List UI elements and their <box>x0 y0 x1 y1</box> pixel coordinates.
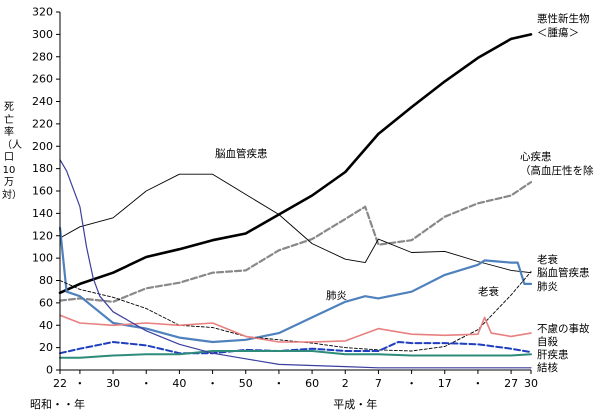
era-label-heisei: 平成・年 <box>333 397 377 411</box>
x-tick-label: 17 <box>438 377 452 390</box>
right-edge-label-3: 肺炎 <box>537 281 558 293</box>
series-line-8 <box>59 350 532 359</box>
x-tick-label: 7 <box>375 377 382 390</box>
y-tick-label: 300 <box>32 28 53 41</box>
series-lines <box>58 33 533 369</box>
x-tick-label: ・ <box>141 377 152 390</box>
series-label-5: 老衰 <box>478 285 499 298</box>
series-label-2: （高血圧性を除く） <box>520 164 595 177</box>
y-tick-label: 100 <box>32 252 53 265</box>
y-tick-label: 140 <box>32 207 53 220</box>
series-label-1: ＜腫瘍＞ <box>537 26 579 39</box>
era-label-showa: 昭和・・年 <box>30 397 85 411</box>
series-line-1 <box>58 33 533 295</box>
series-label-8: 肝疾患 <box>537 348 569 361</box>
y-tick-label: 40 <box>39 319 53 332</box>
y-tick-label: 120 <box>32 229 53 242</box>
y-tick-label: 200 <box>32 140 53 153</box>
y-tick-label: 240 <box>32 95 53 108</box>
y-tick-label: 60 <box>39 296 53 309</box>
x-tick-label: ・ <box>74 377 85 390</box>
x-tick-label: 30 <box>106 377 120 390</box>
series-label-9: 結核 <box>537 361 558 374</box>
x-tick-label: ・ <box>273 377 284 390</box>
x-tick-label: ・ <box>207 377 218 390</box>
x-tick-label: ・ <box>406 377 417 390</box>
right-edge-label-2: 脳血管疾患 <box>537 266 590 279</box>
right-edge-label-1: 老衰 <box>537 253 558 266</box>
series-line-2 <box>58 181 533 303</box>
series-line-5 <box>59 271 532 352</box>
y-tick-label: 220 <box>32 117 53 130</box>
series-line-4 <box>58 226 533 344</box>
series-label-7: 自殺 <box>537 335 558 348</box>
y-tick-label: 280 <box>32 50 53 63</box>
series-label-2: 心疾患 <box>520 150 552 163</box>
y-tick-label: 20 <box>39 341 53 354</box>
axes: 0204060801001201401601802002202402602803… <box>30 6 538 412</box>
y-tick-label: 80 <box>39 274 53 287</box>
x-tick-label: 27 <box>504 377 518 390</box>
x-tick-label: 2 <box>342 377 349 390</box>
x-tick-label: 50 <box>239 377 253 390</box>
y-tick-label: 180 <box>32 162 53 175</box>
series-line-3 <box>59 173 532 274</box>
x-tick-label: ・ <box>472 377 483 390</box>
series-label-6: 不慮の事故 <box>537 322 590 335</box>
x-tick-label: 22 <box>53 377 67 390</box>
series-line-7 <box>59 341 532 355</box>
y-tick-label: 260 <box>32 73 53 86</box>
y-tick-label: 320 <box>32 6 53 19</box>
y-axis-label: 死亡率（人口10万対） <box>2 102 22 201</box>
series-line-9 <box>59 159 532 369</box>
series-label-3: 脳血管疾患 <box>215 147 268 160</box>
x-tick-label: 40 <box>172 377 186 390</box>
y-tick-label: 0 <box>46 364 53 377</box>
x-tick-label: 30 <box>524 377 538 390</box>
series-label-4: 肺炎 <box>326 290 347 302</box>
series-label-1: 悪性新生物 <box>537 12 590 25</box>
series-line-6 <box>59 314 532 343</box>
y-tick-label: 160 <box>32 185 53 198</box>
x-tick-label: 60 <box>305 377 319 390</box>
